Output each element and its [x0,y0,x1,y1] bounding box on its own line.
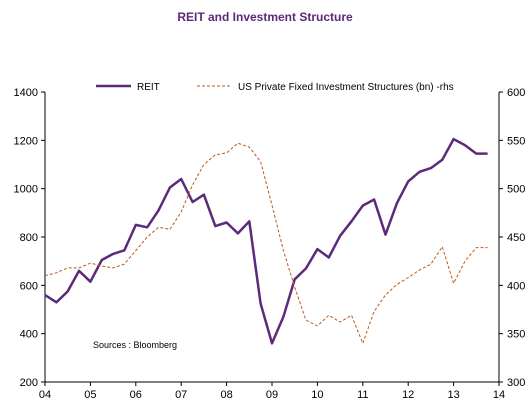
right-y-tick-label: 500 [507,184,525,196]
x-tick-label: 08 [220,389,232,401]
right-y-tick-label: 350 [507,329,525,341]
x-tick-label: 05 [84,389,96,401]
reit-line [44,137,488,345]
x-tick-label: 14 [493,389,505,401]
left-y-tick-label: 1200 [14,135,38,147]
series-layer [44,137,488,345]
left-y-tick-label: 1000 [14,184,38,196]
chart-title: REIT and Investment Structure [177,10,353,24]
right-y-tick-label: 300 [507,377,525,389]
x-tick-label: 06 [130,389,142,401]
investment-structures-line [44,142,488,344]
x-tick-label: 12 [402,389,414,401]
x-tick-label: 10 [311,389,323,401]
right-y-tick-label: 550 [507,135,525,147]
right-y-tick-label: 450 [507,232,525,244]
legend: REIT US Private Fixed Investment Structur… [96,82,454,93]
x-tick-label: 09 [266,389,278,401]
left-y-tick-label: 600 [20,280,38,292]
x-tick-label: 13 [447,389,459,401]
left-y-tick-label: 200 [20,377,38,389]
x-tick-label: 04 [39,389,51,401]
left-y-tick-label: 1400 [14,87,38,99]
left-y-tick-label: 800 [20,232,38,244]
x-tick-label: 07 [175,389,187,401]
right-y-tick-label: 400 [507,280,525,292]
legend-reit-label: REIT [137,82,160,93]
left-y-tick-label: 400 [20,329,38,341]
source-note: Sources : Bloomberg [93,340,177,350]
right-y-tick-label: 600 [507,87,525,99]
legend-investment-label: US Private Fixed Investment Structures (… [238,82,454,93]
axes: 200 400 600 800 1000 1200 1400 300 350 400 450 500 5… [14,87,526,401]
x-tick-label: 11 [357,389,368,401]
